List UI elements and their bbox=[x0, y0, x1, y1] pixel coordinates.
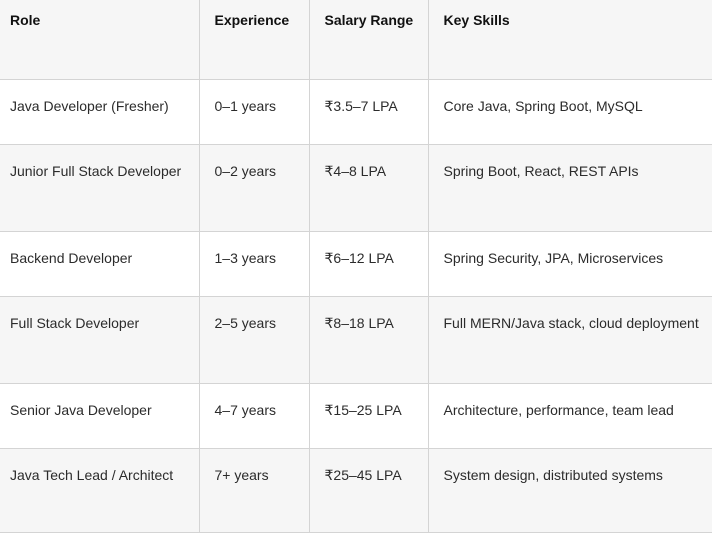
cell-salary: ₹15–25 LPA bbox=[309, 383, 429, 449]
header-experience: Experience bbox=[199, 0, 310, 80]
cell-experience: 4–7 years bbox=[199, 383, 310, 449]
table-row: Backend Developer 1–3 years ₹6–12 LPA Sp… bbox=[0, 231, 712, 297]
cell-role: Junior Full Stack Developer bbox=[0, 144, 200, 232]
cell-salary: ₹3.5–7 LPA bbox=[309, 79, 429, 145]
header-role: Role bbox=[0, 0, 200, 80]
cell-salary: ₹6–12 LPA bbox=[309, 231, 429, 297]
table-row: Junior Full Stack Developer 0–2 years ₹4… bbox=[0, 144, 712, 232]
cell-skills: Architecture, performance, team lead bbox=[428, 383, 712, 449]
cell-skills: Core Java, Spring Boot, MySQL bbox=[428, 79, 712, 145]
table-row: Senior Java Developer 4–7 years ₹15–25 L… bbox=[0, 383, 712, 449]
cell-experience: 2–5 years bbox=[199, 296, 310, 384]
cell-skills: System design, distributed systems bbox=[428, 448, 712, 533]
table-row: Full Stack Developer 2–5 years ₹8–18 LPA… bbox=[0, 296, 712, 384]
cell-role: Senior Java Developer bbox=[0, 383, 200, 449]
cell-salary: ₹4–8 LPA bbox=[309, 144, 429, 232]
header-key-skills: Key Skills bbox=[428, 0, 712, 80]
table-row: Java Developer (Fresher) 0–1 years ₹3.5–… bbox=[0, 79, 712, 145]
cell-role: Backend Developer bbox=[0, 231, 200, 297]
table-row: Java Tech Lead / Architect 7+ years ₹25–… bbox=[0, 448, 712, 533]
cell-skills: Spring Security, JPA, Microservices bbox=[428, 231, 712, 297]
cell-experience: 7+ years bbox=[199, 448, 310, 533]
header-salary-range: Salary Range bbox=[309, 0, 429, 80]
cell-role: Full Stack Developer bbox=[0, 296, 200, 384]
table-header-row: Role Experience Salary Range Key Skills bbox=[0, 0, 712, 80]
cell-experience: 1–3 years bbox=[199, 231, 310, 297]
cell-experience: 0–2 years bbox=[199, 144, 310, 232]
cell-role: Java Tech Lead / Architect bbox=[0, 448, 200, 533]
cell-experience: 0–1 years bbox=[199, 79, 310, 145]
cell-salary: ₹8–18 LPA bbox=[309, 296, 429, 384]
cell-role: Java Developer (Fresher) bbox=[0, 79, 200, 145]
cell-skills: Spring Boot, React, REST APIs bbox=[428, 144, 712, 232]
cell-salary: ₹25–45 LPA bbox=[309, 448, 429, 533]
cell-skills: Full MERN/Java stack, cloud deployment bbox=[428, 296, 712, 384]
